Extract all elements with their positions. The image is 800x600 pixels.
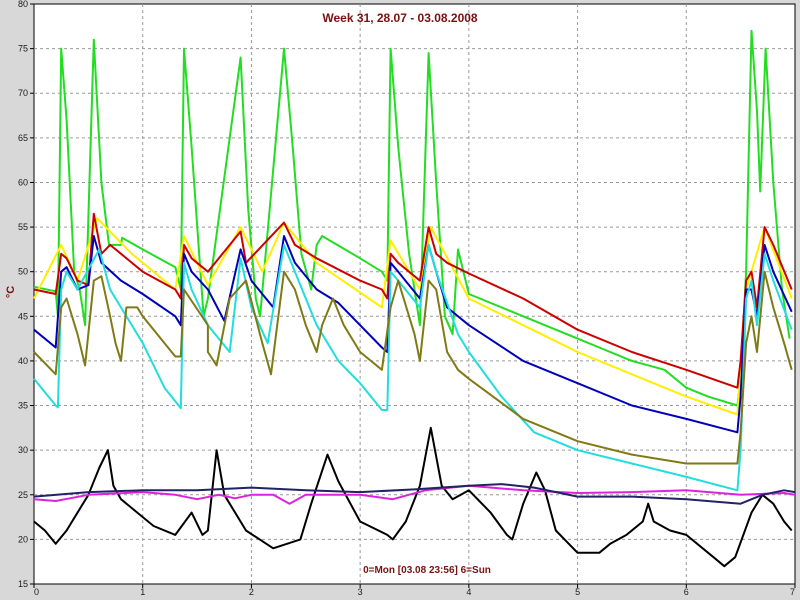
y-tick-label: 20 xyxy=(18,534,28,544)
series-line-2 xyxy=(33,217,793,416)
y-tick-label: 45 xyxy=(18,311,28,321)
y-axis-label: °C xyxy=(5,286,17,298)
y-tick-label: 25 xyxy=(18,490,28,500)
x-tick-label: 4 xyxy=(466,587,471,597)
x-axis-note: 0=Mon [03.08 23:56] 6=Sun xyxy=(363,565,491,576)
series-line-8 xyxy=(33,484,796,505)
x-tick-label: 6 xyxy=(684,587,689,597)
y-tick-label: 40 xyxy=(18,356,28,366)
x-tick-label: 5 xyxy=(575,587,580,597)
y-tick-label: 70 xyxy=(18,88,28,98)
series-line-9 xyxy=(33,483,796,505)
x-tick-label: 3 xyxy=(358,587,363,597)
y-tick-label: 60 xyxy=(18,177,28,187)
chart-title: Week 31, 28.07 - 03.08.2008 xyxy=(322,11,478,25)
y-tick-label: 15 xyxy=(18,579,28,589)
y-tick-label: 35 xyxy=(18,401,28,411)
y-tick-label: 80 xyxy=(18,0,28,9)
y-tick-label: 30 xyxy=(18,445,28,455)
x-tick-label: 0 xyxy=(34,587,39,597)
y-tick-label: 50 xyxy=(18,267,28,277)
x-tick-label: 2 xyxy=(249,587,254,597)
x-tick-label: 7 xyxy=(790,587,795,597)
series-line-4 xyxy=(33,235,793,434)
series-line-6 xyxy=(33,270,793,465)
series-line-5 xyxy=(33,243,793,492)
series-line-7 xyxy=(33,426,793,568)
y-tick-label: 55 xyxy=(18,222,28,232)
y-tick-label: 75 xyxy=(18,44,28,54)
y-tick-label: 65 xyxy=(18,133,28,143)
series-layer xyxy=(33,29,796,568)
x-tick-label: 1 xyxy=(140,587,145,597)
